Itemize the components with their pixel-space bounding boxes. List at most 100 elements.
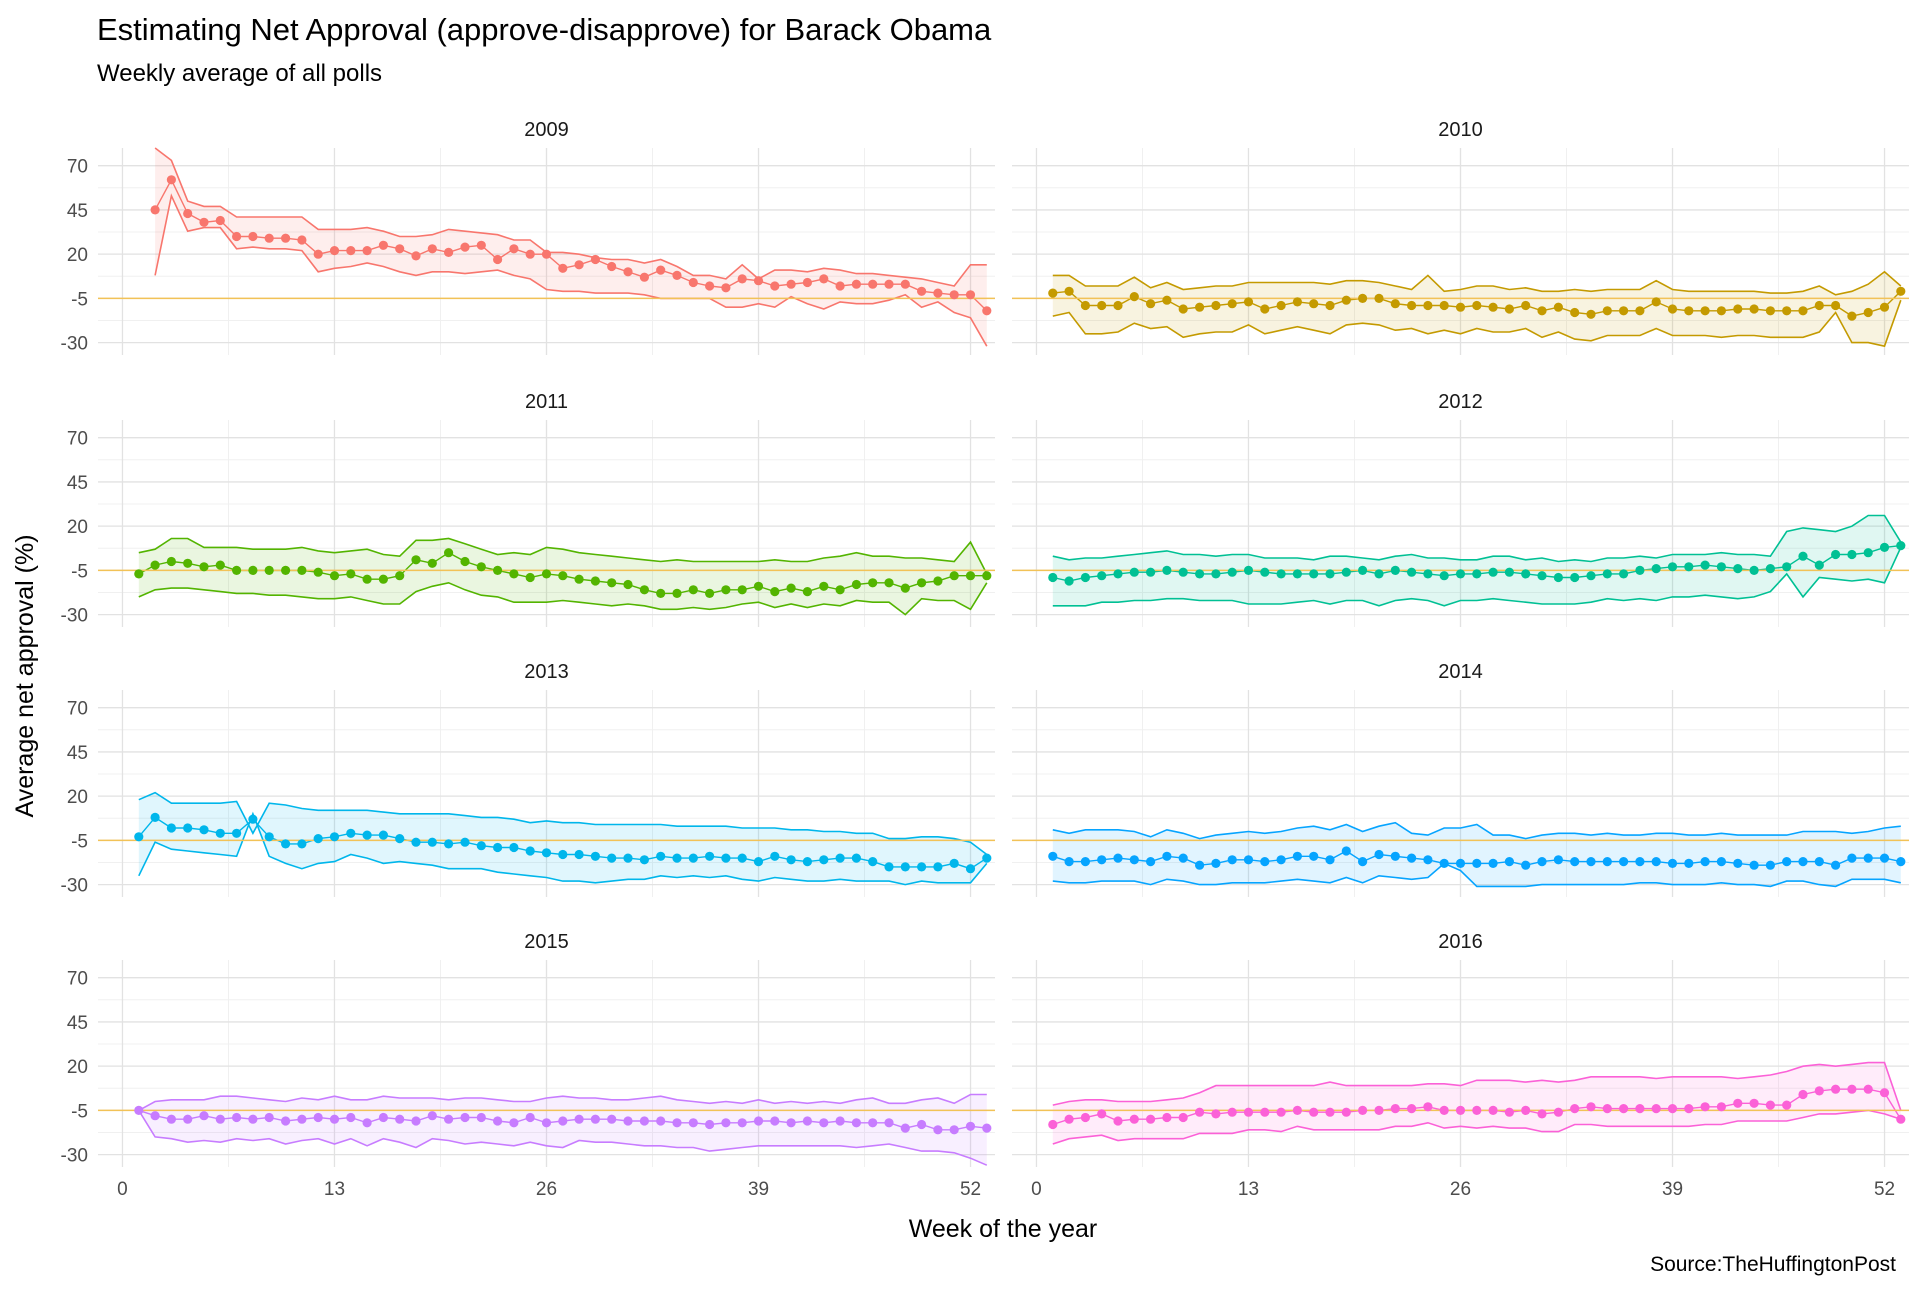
data-point	[541, 569, 552, 579]
data-point	[574, 849, 584, 860]
data-point	[150, 205, 160, 215]
data-point	[1733, 304, 1743, 314]
data-point	[639, 1116, 650, 1126]
lower-bound-line	[1052, 547, 1902, 607]
data-point	[1537, 571, 1547, 581]
data-point	[802, 1116, 813, 1126]
data-point	[1667, 562, 1678, 572]
data-point	[933, 1125, 943, 1135]
data-point	[362, 1118, 372, 1128]
facet-label: 2013	[524, 661, 569, 683]
data-point	[1260, 567, 1270, 577]
data-point	[868, 857, 878, 867]
data-point	[1455, 858, 1466, 869]
data-point	[705, 281, 715, 291]
x-tick-label: 26	[1450, 1179, 1471, 1200]
data-point	[1782, 306, 1792, 316]
data-point	[1455, 569, 1466, 579]
data-point	[427, 1111, 437, 1121]
y-tick-label: 45	[67, 743, 88, 764]
data-point	[1358, 293, 1368, 303]
y-tick-label: -5	[71, 561, 88, 582]
data-point	[1619, 306, 1629, 316]
data-point	[150, 1111, 160, 1121]
data-point	[656, 265, 666, 275]
data-point	[460, 242, 470, 252]
data-point	[264, 565, 274, 576]
data-point	[1798, 551, 1808, 561]
data-point	[378, 574, 388, 584]
data-point	[1260, 304, 1270, 314]
data-point	[982, 306, 992, 316]
data-point	[1667, 1104, 1678, 1114]
data-point	[737, 585, 747, 595]
data-point	[1553, 1107, 1563, 1117]
data-point	[590, 576, 601, 586]
data-point	[786, 1118, 796, 1128]
data-point	[395, 244, 405, 254]
data-point	[281, 839, 291, 849]
data-point	[656, 851, 666, 861]
data-point	[917, 286, 927, 296]
data-point	[493, 842, 503, 853]
data-point	[150, 812, 160, 823]
data-point	[1227, 1107, 1237, 1117]
data-point	[493, 565, 503, 576]
data-point	[1080, 857, 1090, 867]
data-point	[346, 1112, 356, 1123]
data-point	[917, 578, 927, 588]
data-point	[1863, 853, 1873, 863]
data-point	[166, 556, 176, 567]
data-point	[1814, 560, 1824, 570]
data-point	[1570, 572, 1580, 583]
data-point	[770, 1116, 780, 1126]
data-point	[1374, 1105, 1384, 1115]
data-point	[395, 834, 405, 844]
y-tick-label: 20	[67, 517, 88, 538]
data-point	[982, 1123, 992, 1133]
data-point	[1602, 1104, 1612, 1114]
data-point	[1390, 299, 1400, 309]
data-point	[460, 837, 470, 847]
upper-bound-line	[1052, 1061, 1902, 1111]
data-point	[1292, 851, 1302, 861]
data-point	[1097, 300, 1107, 311]
data-point	[1064, 1114, 1074, 1124]
data-point	[1064, 576, 1074, 586]
y-tick-label: -5	[71, 1101, 88, 1122]
data-point	[1162, 295, 1172, 305]
x-tick-label: 13	[324, 1179, 345, 1200]
data-point	[1178, 853, 1188, 863]
range-ribbon	[138, 1094, 987, 1166]
data-point	[705, 851, 715, 861]
data-point	[1716, 562, 1726, 572]
data-point	[1684, 858, 1694, 869]
data-point	[1097, 571, 1107, 581]
data-point	[1684, 306, 1694, 316]
mean-line	[154, 178, 988, 312]
data-point	[1113, 569, 1123, 579]
data-point	[1374, 293, 1384, 303]
data-point	[1243, 297, 1254, 307]
data-point	[199, 825, 209, 835]
data-point	[411, 837, 421, 847]
panel-2009: 2009 70 45 20 -5 -30	[61, 119, 995, 355]
data-point	[1309, 1107, 1319, 1117]
data-point	[346, 569, 356, 579]
data-point	[900, 279, 910, 289]
data-point	[1716, 857, 1726, 867]
data-point	[590, 254, 601, 265]
data-point	[1651, 1104, 1661, 1114]
data-point	[1586, 1102, 1596, 1112]
data-point	[1831, 300, 1841, 311]
data-point	[965, 290, 976, 300]
data-point	[444, 548, 454, 558]
data-point	[493, 254, 503, 265]
data-point	[134, 569, 144, 579]
data-point	[541, 1118, 552, 1128]
data-point	[232, 565, 242, 576]
data-point	[1243, 565, 1254, 576]
upper-bound-line	[1052, 821, 1901, 840]
facet-label: 2015	[524, 931, 569, 953]
